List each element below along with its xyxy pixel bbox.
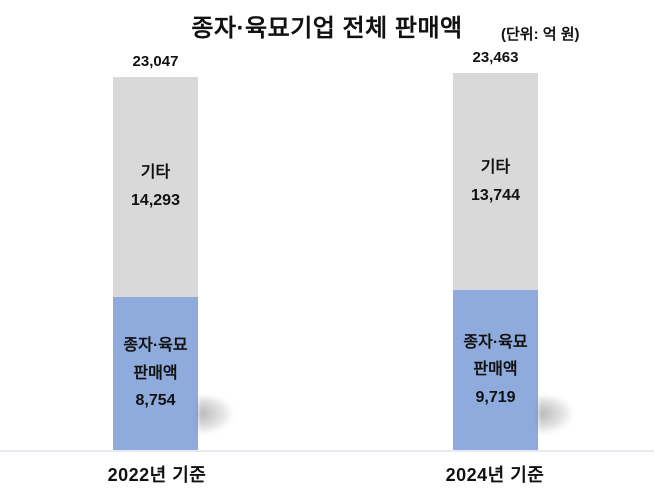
segment-other-2024: 기타 13,744 xyxy=(453,73,538,290)
segment-seed-label-line1: 종자·육묘 xyxy=(123,337,188,355)
unit-label: (단위: 억 원) xyxy=(501,26,580,43)
segment-other-value: 14,293 xyxy=(131,192,180,209)
chart-title: 종자·육묘기업 전체 판매액 xyxy=(191,15,463,42)
segment-seed-value: 8,754 xyxy=(135,392,176,410)
bar-2022: 기타 14,293 종자·육묘 판매액 8,754 xyxy=(113,77,262,450)
bar-2024: 기타 13,744 종자·육묘 판매액 9,719 xyxy=(453,73,602,450)
segment-other-value: 13,744 xyxy=(471,186,520,204)
total-value-2022: 23,047 xyxy=(132,53,179,70)
segment-other-label: 기타 xyxy=(480,158,511,176)
segment-seed-label-line2: 판매액 xyxy=(133,364,178,382)
segment-seed-value: 9,719 xyxy=(475,388,516,406)
segment-seed-2024: 종자·육묘 판매액 9,719 xyxy=(453,290,538,450)
segment-other-label: 기타 xyxy=(140,164,171,182)
bar-shadow xyxy=(198,397,262,449)
segment-other-2022: 기타 14,293 xyxy=(113,77,198,297)
segment-seed-label-line2: 판매액 xyxy=(473,361,518,379)
x-axis-line xyxy=(0,450,654,452)
segment-seed-label-line1: 종자·육묘 xyxy=(463,333,528,351)
segment-seed-2022: 종자·육묘 판매액 8,754 xyxy=(113,297,198,450)
x-axis-label-2022: 2022년 기준 xyxy=(107,465,207,485)
x-axis-label-2024: 2024년 기준 xyxy=(445,465,545,485)
bar-shadow xyxy=(538,397,602,449)
total-value-2024: 23,463 xyxy=(472,49,519,66)
